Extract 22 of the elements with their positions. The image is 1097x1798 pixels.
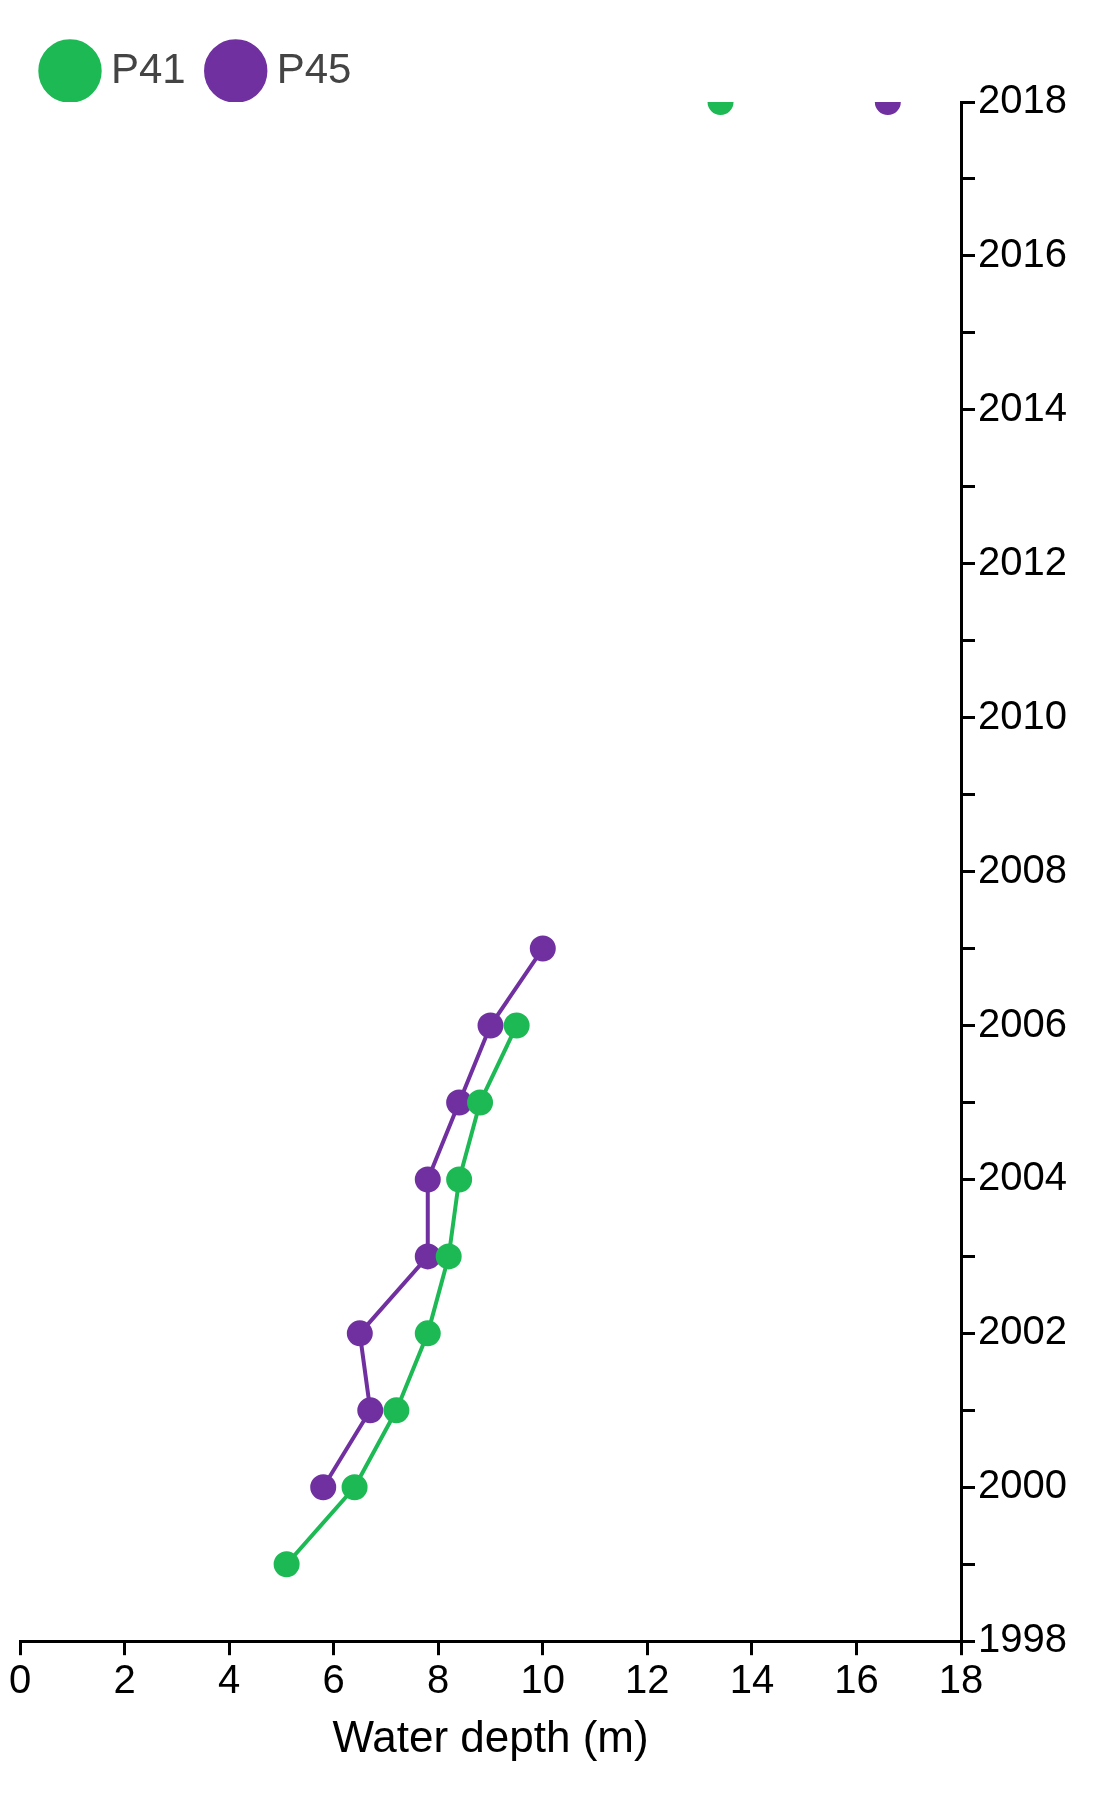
y-tick-label: 2016: [978, 230, 1067, 275]
x-tick-label: 6: [322, 1657, 345, 1702]
y-tick-label: 2008: [978, 846, 1067, 891]
y-tick-label: 2012: [978, 538, 1067, 583]
y-tick-label: 2002: [978, 1308, 1067, 1353]
x-tick-label: 8: [427, 1657, 450, 1702]
legend-label: P41: [111, 44, 186, 92]
x-tick-label: 14: [729, 1657, 775, 1702]
x-tick-label: 0: [8, 1657, 32, 1702]
y-tick-label: 2018: [978, 77, 1067, 122]
legend-label: P45: [276, 44, 352, 92]
x-tick-label: 2: [113, 1657, 136, 1702]
x-tick-label: 10: [520, 1657, 566, 1702]
x-tick-label: 4: [217, 1657, 241, 1702]
y-tick-label: 2006: [978, 1000, 1067, 1045]
x-axis-title: Water depth (m): [332, 1711, 649, 1761]
y-tick-label: 2014: [978, 384, 1067, 429]
y-tick-label: 2010: [978, 692, 1067, 737]
x-tick-label: 12: [625, 1657, 670, 1702]
y-tick-label: 2000: [978, 1462, 1067, 1507]
x-tick-label: 16: [834, 1657, 879, 1702]
y-tick-label: 2004: [978, 1154, 1067, 1199]
